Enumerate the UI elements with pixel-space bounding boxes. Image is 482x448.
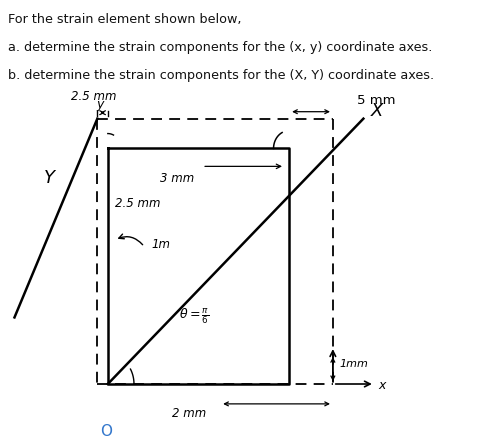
Text: 5 mm: 5 mm: [357, 94, 396, 107]
Text: y: y: [96, 98, 104, 111]
Text: 2 mm: 2 mm: [173, 407, 207, 420]
Text: a. determine the strain components for the (x, y) coordinate axes.: a. determine the strain components for t…: [8, 41, 433, 54]
Text: 1m: 1m: [151, 238, 171, 251]
Text: 2.5 mm: 2.5 mm: [115, 197, 161, 210]
Text: O: O: [100, 424, 112, 439]
Text: 2.5 mm: 2.5 mm: [71, 90, 117, 103]
Text: $\theta = \frac{\pi}{6}$: $\theta = \frac{\pi}{6}$: [179, 307, 210, 326]
Text: 3 mm: 3 mm: [160, 172, 194, 185]
Text: Y: Y: [44, 169, 55, 187]
Text: For the strain element shown below,: For the strain element shown below,: [8, 13, 242, 26]
Text: b. determine the strain components for the (X, Y) coordinate axes.: b. determine the strain components for t…: [8, 69, 434, 82]
Text: 1mm: 1mm: [340, 359, 369, 369]
Text: x: x: [378, 379, 386, 392]
Text: X: X: [370, 102, 383, 120]
